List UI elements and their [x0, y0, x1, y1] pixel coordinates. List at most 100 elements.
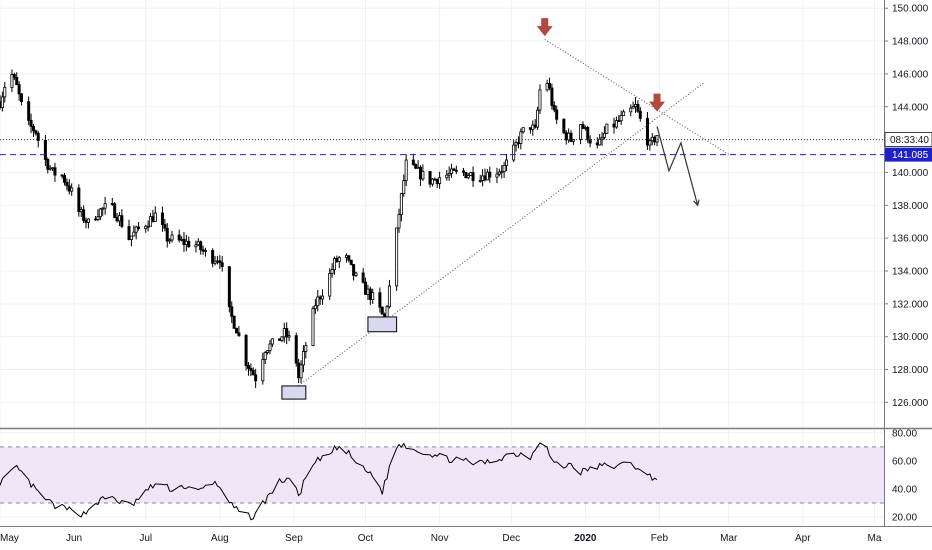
candle-body	[287, 335, 291, 338]
candle	[15, 72, 19, 86]
candle-body	[531, 124, 535, 130]
candle-body	[435, 178, 439, 184]
candle-body	[17, 84, 21, 95]
time-tick-label: Dec	[502, 533, 520, 544]
candle-body	[364, 281, 368, 295]
projection-path[interactable]	[656, 126, 699, 206]
candle-body	[452, 168, 456, 171]
candle	[254, 368, 258, 389]
candle-body	[316, 296, 320, 307]
candle	[438, 171, 442, 189]
price-tick-label: 126.000	[892, 398, 929, 409]
candle	[548, 77, 552, 91]
candle-body	[79, 209, 83, 213]
candle	[402, 174, 406, 197]
candle-body	[168, 239, 172, 242]
candle-body	[3, 86, 7, 98]
price-tick-label: 138.000	[892, 201, 929, 212]
candle-body	[213, 260, 217, 264]
price-axis[interactable]: 126.000 128.000 130.000 132.000 134.000 136.0…	[884, 4, 932, 524]
candle	[237, 325, 241, 337]
candle-body	[31, 125, 35, 132]
falling-trend-line[interactable]	[544, 38, 729, 155]
candle	[20, 93, 24, 106]
candle	[349, 259, 353, 266]
candle	[285, 322, 289, 345]
candle	[538, 84, 542, 114]
candle-body	[261, 359, 265, 382]
candle	[337, 255, 341, 269]
candle	[187, 236, 191, 248]
candle-body	[48, 167, 52, 170]
candle-body	[127, 225, 131, 240]
candle	[17, 81, 21, 101]
candle	[261, 352, 265, 385]
countdown-label: 08:33:40	[890, 135, 929, 146]
candle-body	[466, 175, 470, 179]
candle-body	[211, 250, 215, 264]
candle-body	[645, 117, 649, 146]
candle	[497, 168, 501, 177]
candle-body	[411, 159, 415, 165]
candle	[266, 350, 270, 355]
candle	[199, 240, 203, 255]
candle-body	[129, 235, 133, 240]
candle-body	[464, 171, 468, 179]
candle-body	[552, 105, 556, 111]
candle-body	[397, 214, 401, 229]
candle-body	[445, 174, 449, 179]
candle-body	[149, 216, 153, 227]
candle-body	[113, 203, 117, 218]
time-tick-label: Oct	[358, 533, 374, 544]
support-price-tag[interactable]	[885, 147, 932, 162]
candle-body	[500, 171, 504, 173]
candle-body	[280, 336, 284, 341]
candle	[211, 248, 215, 268]
top-arrow-marker[interactable]	[536, 18, 553, 37]
time-tick-label: Jul	[139, 533, 152, 544]
candle	[31, 123, 35, 137]
support-price-label: 141.085	[892, 150, 929, 161]
candle	[629, 104, 633, 117]
time-tick-label: Jun	[66, 533, 82, 544]
low-box[interactable]	[367, 316, 398, 333]
annotations	[0, 18, 884, 400]
candle-body	[366, 288, 370, 295]
candle	[246, 362, 250, 376]
candle-body	[462, 170, 466, 173]
candle-body	[12, 74, 16, 78]
candle	[361, 267, 365, 284]
candle-body	[117, 215, 121, 222]
candle	[12, 72, 16, 81]
candle	[249, 363, 253, 377]
candle-body	[548, 83, 552, 89]
candle-body	[27, 101, 31, 121]
rsi-tick-label: 20.00	[892, 512, 917, 523]
candle	[581, 121, 585, 130]
price-tick-label: 144.000	[892, 102, 929, 113]
candle-body	[485, 171, 489, 181]
candle-body	[53, 167, 57, 176]
candle-body	[650, 136, 654, 142]
candle	[270, 338, 274, 348]
candle-body	[244, 335, 248, 366]
candle-body	[430, 178, 434, 185]
candle	[268, 339, 272, 355]
time-axis[interactable]: May Jun Jul Aug Sep Oct Nov Dec 2020 Feb Mar Apr Ma	[0, 533, 882, 544]
candle	[244, 333, 248, 371]
candle-body	[505, 159, 509, 166]
candle	[170, 230, 174, 243]
candle-body	[77, 187, 81, 213]
candle-body	[579, 124, 583, 140]
candle	[428, 171, 432, 188]
candle-body	[344, 255, 348, 259]
time-tick-label: Ma	[867, 533, 881, 544]
candle	[569, 130, 573, 143]
second-arrow-marker[interactable]	[649, 93, 666, 112]
candle-body	[151, 216, 155, 222]
candle	[313, 299, 317, 314]
candle	[395, 227, 399, 292]
candle-body	[569, 132, 573, 142]
low-box[interactable]	[281, 385, 307, 400]
candle-body	[227, 266, 231, 308]
